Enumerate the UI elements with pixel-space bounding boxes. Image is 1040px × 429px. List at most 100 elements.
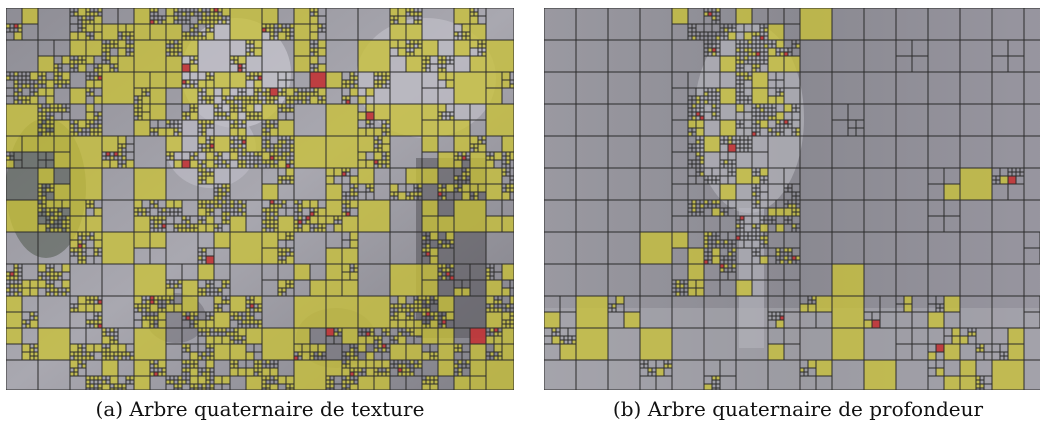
highlighted-block [254,40,262,48]
highlighted-block [342,272,350,280]
highlighted-block [290,232,294,236]
highlighted-block [688,288,696,296]
highlighted-block [470,40,478,48]
highlighted-block [170,52,174,56]
highlighted-block [486,308,490,312]
highlighted-block [274,148,278,152]
highlighted-block [672,8,688,24]
highlighted-block [134,8,150,24]
highlighted-block [274,224,278,228]
highlighted-block [960,376,976,390]
highlighted-block [278,292,282,296]
highlighted-block [864,360,896,390]
highlighted-block [182,280,198,296]
highlighted-block [326,380,330,384]
highlighted-block [26,84,30,88]
highlighted-block [198,200,202,204]
highlighted-block [458,344,462,348]
highlighted-block [406,168,422,184]
highlighted-block [692,104,696,108]
highlighted-block [374,336,378,340]
highlighted-block [262,384,266,388]
highlighted-block [30,352,34,356]
highlighted-block [378,84,382,88]
highlighted-block [14,92,18,96]
highlighted-block [294,360,326,390]
highlighted-block [390,24,406,40]
highlighted-block [154,220,158,224]
highlighted-block [398,40,406,48]
highlighted-block [904,304,912,312]
highlighted-block [86,80,94,88]
highlighted-block [744,72,748,76]
highlighted-block [274,164,278,168]
highlighted-block [206,76,210,80]
highlighted-block [446,72,454,80]
highlighted-block [246,316,250,320]
highlighted-block [46,132,50,136]
flagged-block [182,80,186,84]
highlighted-block [350,76,354,80]
highlighted-block [70,124,74,128]
highlighted-block [506,320,510,324]
highlighted-block [166,136,182,152]
highlighted-block [736,8,752,24]
highlighted-block [286,108,290,112]
highlighted-block [198,120,202,124]
highlighted-block [86,344,94,352]
highlighted-block [246,100,250,104]
highlighted-block [222,184,226,188]
highlighted-block [402,308,406,312]
highlighted-block [98,316,102,320]
flagged-block [470,328,486,344]
highlighted-block [438,344,454,360]
highlighted-block [318,24,322,28]
highlighted-block [86,380,90,384]
highlighted-block [390,40,398,48]
highlighted-block [158,320,166,328]
highlighted-block [242,96,246,100]
highlighted-block [134,360,150,376]
highlighted-block [118,384,122,388]
highlighted-block [30,320,38,328]
highlighted-block [150,360,154,364]
highlighted-block [122,32,126,36]
highlighted-block [282,200,286,204]
highlighted-block [134,120,150,136]
highlighted-block [178,132,182,136]
highlighted-block [86,112,94,120]
highlighted-block [736,224,740,228]
highlighted-block [222,300,226,304]
highlighted-block [194,152,198,156]
highlighted-block [776,252,780,256]
highlighted-block [704,200,708,204]
highlighted-block [182,344,186,348]
highlighted-block [422,104,438,120]
highlighted-block [66,220,70,224]
highlighted-block [226,116,230,120]
highlighted-block [700,156,704,160]
highlighted-block [374,152,382,160]
highlighted-block [262,152,270,160]
highlighted-block [776,40,784,48]
highlighted-block [254,112,258,116]
highlighted-block [230,152,238,160]
highlighted-block [150,320,154,324]
highlighted-block [38,168,54,184]
flagged-block [792,256,796,260]
highlighted-block [190,28,194,32]
highlighted-block [22,288,30,296]
highlighted-block [350,368,354,372]
highlighted-block [262,208,266,212]
highlighted-block [214,164,218,168]
highlighted-block [210,76,214,80]
highlighted-block [94,240,102,248]
highlighted-block [350,80,354,84]
highlighted-block [206,328,210,332]
highlighted-block [502,344,514,360]
highlighted-block [286,96,290,100]
highlighted-block [712,376,716,380]
highlighted-block [230,312,234,316]
highlighted-block [716,88,720,92]
highlighted-block [250,96,254,100]
